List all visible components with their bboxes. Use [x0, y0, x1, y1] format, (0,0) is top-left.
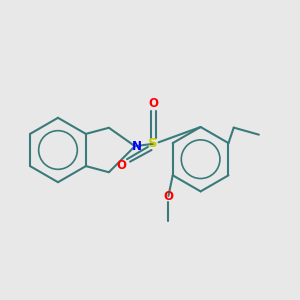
Text: O: O: [164, 190, 173, 202]
Text: S: S: [148, 137, 158, 150]
Text: O: O: [116, 159, 127, 172]
Text: N: N: [131, 140, 142, 153]
Text: O: O: [148, 98, 158, 110]
